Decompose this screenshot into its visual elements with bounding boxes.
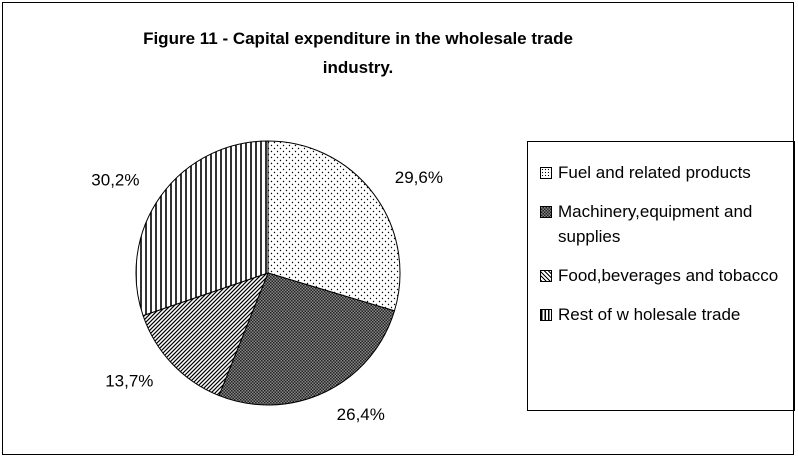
pie-slice	[218, 272, 396, 406]
legend-label: Rest of w holesale trade	[558, 305, 741, 324]
chart-title: Figure 11 - Capital expenditure in the w…	[143, 29, 573, 77]
legend-swatch	[540, 167, 552, 179]
legend-label: Food,beverages and tobacco	[558, 266, 779, 285]
legend-swatch	[540, 270, 552, 282]
chart-frame	[2, 2, 794, 455]
legend-swatch	[540, 206, 552, 218]
legend-item: Food,beverages and tobacco	[540, 263, 786, 288]
data-label: 29,6%	[395, 168, 443, 187]
legend-item: Fuel and related products	[540, 160, 786, 185]
pie-slice	[135, 140, 269, 317]
legend-label: Fuel and related products	[558, 163, 751, 182]
legend-item: Rest of w holesale trade	[540, 302, 786, 327]
legend-label: Machinery,equipment and supplies	[558, 202, 753, 246]
pie-slice	[142, 272, 269, 397]
data-label: 13,7%	[105, 371, 153, 390]
data-label: 30,2%	[91, 171, 139, 190]
legend-swatch	[540, 309, 552, 321]
pie-slice	[267, 140, 401, 312]
legend-item: Machinery,equipment and supplies	[540, 199, 786, 249]
legend: Fuel and related products Machinery,equip…	[527, 141, 795, 411]
data-label: 26,4%	[337, 405, 385, 424]
